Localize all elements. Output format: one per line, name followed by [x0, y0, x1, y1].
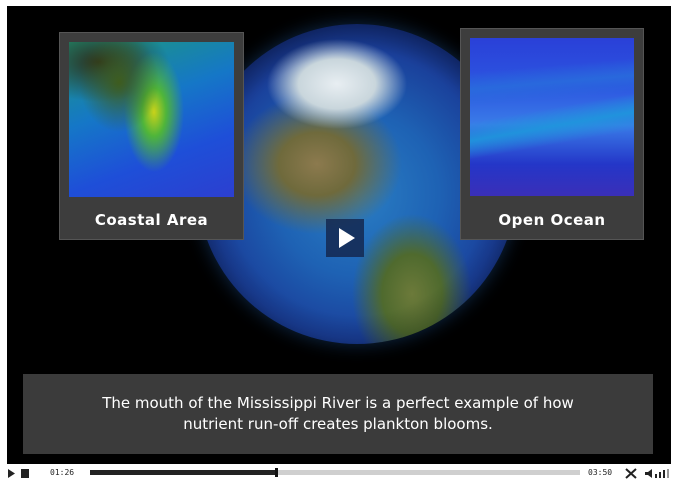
fullscreen-icon	[625, 468, 637, 479]
total-time: 03:50	[588, 468, 613, 477]
stop-button[interactable]	[20, 467, 30, 478]
seek-progress	[90, 470, 277, 475]
volume-button[interactable]	[643, 467, 673, 478]
video-frame[interactable]: Coastal Area Open Ocean The mouth of the…	[7, 6, 671, 464]
play-control-button[interactable]	[6, 467, 16, 478]
open-ocean-panel: Open Ocean	[460, 28, 644, 240]
play-icon	[8, 469, 15, 478]
current-time: 01:26	[50, 468, 75, 477]
control-bar: 01:26 03:50	[0, 464, 678, 481]
volume-icon	[645, 469, 669, 478]
stop-icon	[21, 469, 29, 478]
open-ocean-image	[470, 38, 634, 196]
open-ocean-caption: Open Ocean	[498, 211, 606, 229]
subtitle-text: The mouth of the Mississippi River is a …	[23, 393, 653, 435]
coastal-area-caption: Coastal Area	[94, 211, 209, 229]
coastal-area-image	[69, 42, 234, 197]
coastal-area-panel: Coastal Area	[59, 32, 244, 240]
fullscreen-button[interactable]	[625, 467, 637, 479]
subtitle-line-2: nutrient run-off creates plankton blooms…	[183, 415, 493, 433]
play-button[interactable]	[326, 219, 364, 257]
seek-handle[interactable]	[275, 468, 279, 477]
seek-bar[interactable]	[90, 468, 580, 477]
subtitle-line-1: The mouth of the Mississippi River is a …	[102, 394, 574, 412]
subtitle-box: The mouth of the Mississippi River is a …	[23, 374, 653, 454]
play-icon	[339, 228, 355, 248]
